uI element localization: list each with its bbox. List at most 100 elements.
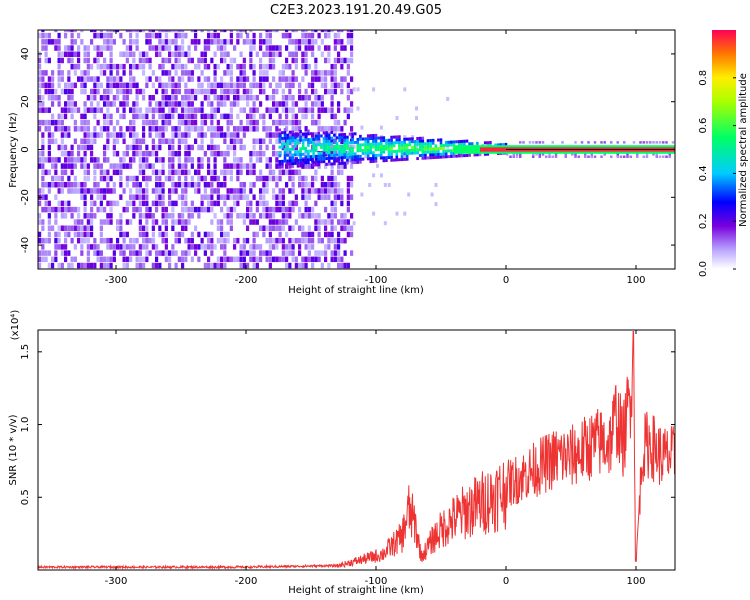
- spectrogram-cell: [229, 63, 233, 70]
- spectrogram-cell: [239, 250, 243, 256]
- spectrogram-cell: [51, 138, 55, 145]
- spectrogram-cell: [439, 141, 443, 145]
- spectrogram-cell: [190, 76, 194, 82]
- spectrogram-cell: [311, 256, 315, 263]
- spectrogram-cell: [304, 135, 308, 139]
- spectrogram-cell: [207, 237, 211, 244]
- spectrogram-cell: [148, 39, 152, 45]
- spectrogram-cell: [93, 132, 97, 138]
- spectrogram-cell: [252, 126, 256, 132]
- spectrogram-cell: [366, 148, 370, 152]
- spectrogram-cell: [187, 182, 191, 188]
- spectrogram-cell: [86, 63, 90, 70]
- spectrogram-cell: [64, 144, 68, 151]
- spectrogram-cell: [73, 256, 77, 263]
- spectrogram-cell: [415, 106, 418, 111]
- spectrogram-cell: [262, 188, 266, 194]
- spectrogram-cell: [262, 70, 266, 76]
- spectrogram-cell: [57, 206, 61, 213]
- spectrogram-cell: [168, 51, 172, 58]
- spectrogram-cell: [73, 51, 77, 58]
- spectrogram-cell: [122, 82, 126, 89]
- spectrogram-cell: [64, 231, 68, 238]
- spectrogram-cell: [275, 119, 279, 126]
- spectrogram-cell: [246, 88, 250, 95]
- spectrogram-cell: [340, 225, 344, 232]
- spectrogram-cell: [312, 152, 315, 156]
- spectrogram-cell: [122, 157, 126, 163]
- spectrogram-cell: [174, 200, 178, 207]
- spectrogram-cell: [294, 45, 298, 51]
- spectrogram-cell: [352, 144, 356, 149]
- spectrogram-cell: [311, 132, 315, 138]
- spectrogram-cell: [379, 142, 383, 146]
- spectrogram-cell: [317, 131, 321, 135]
- spectrogram-cell: [229, 119, 233, 126]
- spectrogram-cell: [268, 169, 272, 176]
- spectrogram-cell: [151, 150, 155, 157]
- spectrogram-cell: [129, 237, 133, 244]
- spectrogram-cell: [434, 153, 438, 157]
- spectrogram-cell: [340, 262, 344, 269]
- spectrogram-cell: [272, 194, 276, 200]
- spectrogram-cell: [301, 144, 305, 148]
- spectrogram-cell: [385, 147, 388, 151]
- spectrogram-cell: [377, 142, 380, 146]
- spectrogram-cell: [64, 88, 68, 95]
- spectrogram-cell: [233, 101, 237, 107]
- spectrogram-cell: [86, 107, 90, 113]
- spectrogram-cell: [327, 88, 331, 95]
- spectrogram-cell: [307, 182, 311, 188]
- spectrogram-cell: [106, 138, 110, 145]
- spectrogram-cell: [265, 45, 269, 51]
- spectrogram-cell: [112, 244, 116, 250]
- spectrogram-cell: [200, 113, 204, 120]
- spectrogram-cell: [317, 107, 321, 113]
- spectrogram-cell: [60, 206, 64, 213]
- spectrogram-cell: [164, 88, 168, 95]
- spectrogram-cell: [429, 156, 432, 160]
- spectrogram-cell: [223, 57, 227, 64]
- spectrogram-cell: [77, 63, 81, 70]
- spectrogram-cell: [86, 132, 90, 138]
- spectrogram-cell: [168, 101, 172, 107]
- spectrogram-cell: [340, 136, 344, 140]
- spectrogram-cell: [333, 156, 336, 160]
- spectrogram-cell: [38, 188, 42, 194]
- spectrogram-cell: [54, 45, 58, 51]
- spectrogram-cell: [246, 194, 250, 200]
- spectrogram-cell: [330, 126, 334, 132]
- spectrogram-cell: [184, 250, 188, 256]
- spectrogram-cell: [538, 153, 541, 156]
- spectrogram-cell: [57, 95, 61, 101]
- spectrogram-cell: [220, 76, 224, 82]
- spectrogram-cell: [327, 262, 331, 269]
- spectrogram-cell: [70, 144, 74, 151]
- spectrogram-cell: [333, 225, 337, 232]
- spectrogram-cell: [44, 51, 48, 58]
- spectrogram-cell: [197, 169, 201, 176]
- spectrogram-cell: [132, 237, 136, 244]
- spectrogram-cell: [268, 175, 272, 182]
- spectrogram-cell: [83, 144, 87, 151]
- spectrogram-cell: [285, 206, 289, 213]
- spectrogram-cell: [60, 138, 64, 145]
- spectrogram-cell: [174, 262, 178, 269]
- spectrogram-cell: [330, 70, 334, 76]
- spectrogram-cell: [119, 88, 123, 95]
- spectrogram-cell: [168, 169, 172, 176]
- spectrogram-cell: [356, 87, 360, 92]
- spectrogram-cell: [447, 143, 451, 147]
- spectrogram-cell: [407, 192, 411, 197]
- spectrogram-cell: [57, 70, 61, 76]
- spectrogram-cell: [252, 95, 256, 101]
- spectrogram-cell: [200, 163, 204, 169]
- spectrogram-cell: [158, 132, 162, 138]
- spectrogram-cell: [213, 163, 217, 169]
- spectrogram-cell: [155, 132, 159, 138]
- spectrogram-cell: [600, 141, 603, 144]
- spectrogram-cell: [168, 200, 172, 207]
- spectrogram-cell: [132, 30, 136, 33]
- spectrogram-cell: [77, 76, 81, 82]
